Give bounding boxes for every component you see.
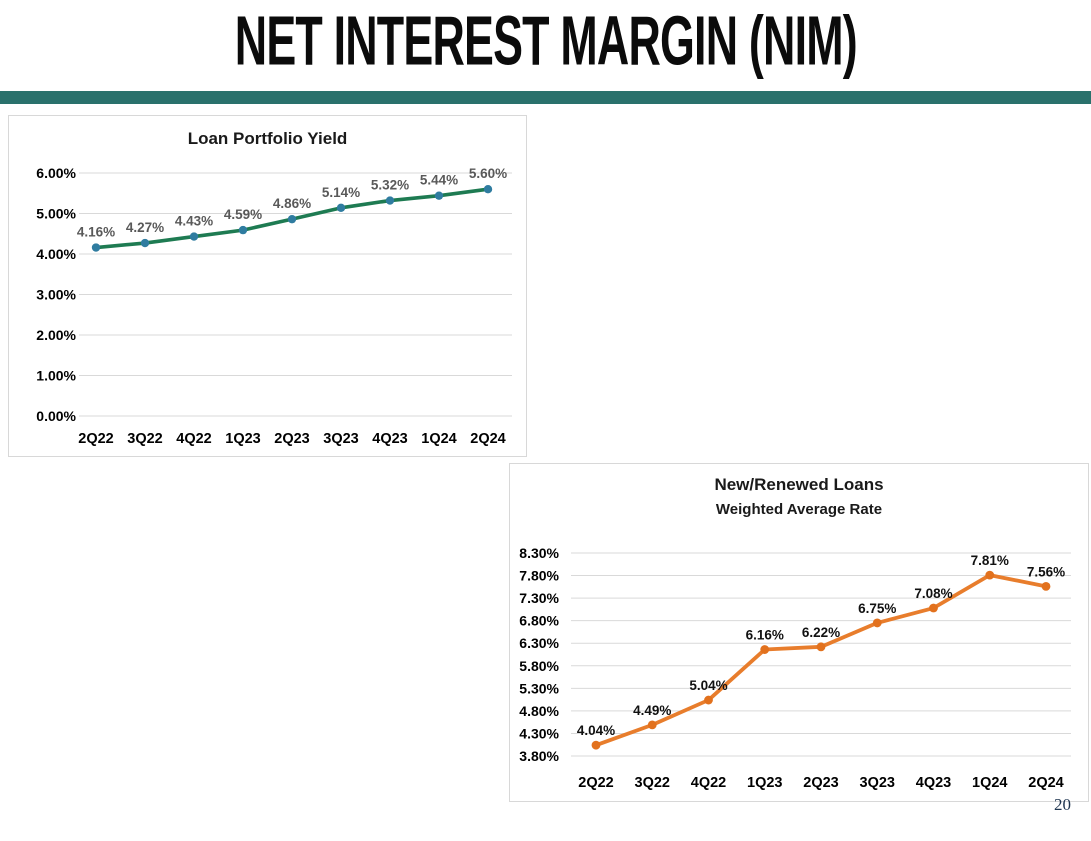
data-point-marker — [483, 185, 493, 194]
data-point-marker — [816, 642, 826, 652]
page-title: NET INTEREST MARGIN (NIM) — [234, 1, 857, 80]
data-point-marker — [287, 214, 297, 224]
y-axis-tick-label: 1.00% — [36, 368, 76, 384]
y-axis-tick-label: 3.80% — [519, 748, 559, 764]
x-axis-tick-label: 4Q23 — [916, 775, 951, 791]
x-axis-tick-label: 1Q24 — [421, 431, 456, 447]
y-axis-tick-label: 6.00% — [36, 165, 76, 181]
y-axis-tick-label: 2.00% — [36, 327, 76, 343]
y-axis-tick-label: 0.00% — [36, 408, 76, 424]
data-point-marker — [91, 243, 101, 252]
chart-panel-new-renewed-loans: New/Renewed Loans Weighted Average Rate … — [509, 463, 1089, 802]
data-point-marker — [434, 191, 444, 200]
data-point-marker — [704, 695, 713, 705]
line-chart-new-renewed-loans: 3.80% 4.30% 4.80% 5.30% 5.80% 6.30% 6.80% 7.30%… — [519, 545, 1071, 791]
data-point-label: 7.81% — [971, 553, 1009, 568]
x-axis-tick-label: 3Q22 — [127, 431, 162, 447]
data-point-marker — [140, 238, 150, 248]
data-point-label: 4.59% — [224, 207, 262, 222]
data-point-label: 4.16% — [77, 225, 115, 240]
data-point-marker — [238, 225, 248, 235]
data-point-marker — [1041, 581, 1051, 591]
series-line — [594, 573, 1048, 748]
x-axis-tick-label: 2Q24 — [1028, 775, 1063, 791]
data-point-marker — [760, 645, 770, 654]
x-axis-tick-label: 3Q23 — [323, 431, 358, 447]
x-axis-tick-label: 2Q22 — [578, 775, 613, 791]
data-point-label: 5.04% — [689, 678, 727, 693]
data-point-label: 5.32% — [371, 178, 409, 193]
x-axis-tick-label: 4Q23 — [372, 431, 407, 447]
chart-title-new-renewed-loans: New/Renewed Loans — [714, 475, 884, 494]
data-point-label: 6.75% — [858, 601, 896, 616]
data-point-marker — [872, 618, 882, 628]
chart-subtitle-weighted-average-rate: Weighted Average Rate — [715, 501, 883, 518]
data-point-marker — [336, 203, 346, 213]
x-axis-tick-label: 4Q22 — [691, 775, 726, 791]
x-axis-tick-label: 1Q23 — [225, 431, 260, 447]
line-chart-loan-portfolio-yield: 0.00% 1.00% 2.00% 3.00% 4.00% 5.00% 6.00% 2Q22 3… — [36, 165, 512, 447]
data-point-marker — [647, 720, 657, 730]
data-point-marker — [929, 603, 938, 613]
data-point-label: 4.43% — [175, 214, 213, 229]
x-axis-tick-label: 2Q23 — [274, 431, 309, 447]
y-axis-tick-label: 7.30% — [519, 590, 559, 606]
y-axis-tick-label: 4.80% — [519, 703, 559, 719]
data-point-label: 5.14% — [322, 185, 360, 200]
slide-header: NET INTEREST MARGIN (NIM) — [0, 1, 1091, 79]
x-axis-tick-label: 2Q23 — [803, 775, 838, 791]
data-point-label: 5.60% — [469, 166, 507, 181]
data-point-label: 4.27% — [126, 220, 164, 235]
y-axis-tick-label: 6.80% — [519, 613, 559, 629]
data-point-label: 4.49% — [633, 703, 671, 718]
y-axis-tick-label: 5.80% — [519, 658, 559, 674]
chart-title-loan-portfolio-yield: Loan Portfolio Yield — [187, 129, 348, 148]
x-axis-tick-label: 4Q22 — [176, 431, 211, 447]
data-point-label: 4.04% — [577, 723, 615, 738]
x-axis-tick-label: 1Q23 — [747, 775, 782, 791]
data-point-label: 6.16% — [746, 628, 784, 643]
data-point-label: 5.44% — [420, 173, 458, 188]
x-axis-tick-label: 1Q24 — [972, 775, 1007, 791]
y-axis-tick-label: 4.30% — [519, 725, 559, 741]
x-axis-tick-label: 2Q22 — [78, 431, 113, 447]
data-point-marker — [385, 196, 395, 205]
y-axis-tick-label: 5.00% — [36, 206, 76, 222]
x-axis-tick-label: 3Q22 — [635, 775, 670, 791]
chart-panel-loan-portfolio-yield: Loan Portfolio Yield 0.00% 1.00% 2.00% 3.00… — [8, 115, 527, 457]
page-number: 20 — [1054, 795, 1071, 814]
x-axis-tick-label: 2Q24 — [470, 431, 505, 447]
y-axis-tick-label: 5.30% — [519, 680, 559, 696]
data-point-marker — [189, 232, 199, 241]
data-point-label: 4.86% — [273, 196, 311, 211]
x-axis-tick-label: 3Q23 — [860, 775, 895, 791]
y-axis-tick-label: 8.30% — [519, 545, 559, 561]
data-point-label: 7.08% — [914, 586, 952, 601]
title-divider-bar — [0, 91, 1091, 104]
data-point-marker — [985, 570, 995, 580]
data-point-marker — [591, 740, 601, 750]
y-axis-tick-label: 7.80% — [519, 568, 559, 584]
data-point-label: 7.56% — [1027, 564, 1065, 579]
y-axis-tick-label: 4.00% — [36, 246, 76, 262]
data-point-label: 6.22% — [802, 625, 840, 640]
y-axis-tick-label: 6.30% — [519, 635, 559, 651]
y-axis-tick-label: 3.00% — [36, 287, 76, 303]
